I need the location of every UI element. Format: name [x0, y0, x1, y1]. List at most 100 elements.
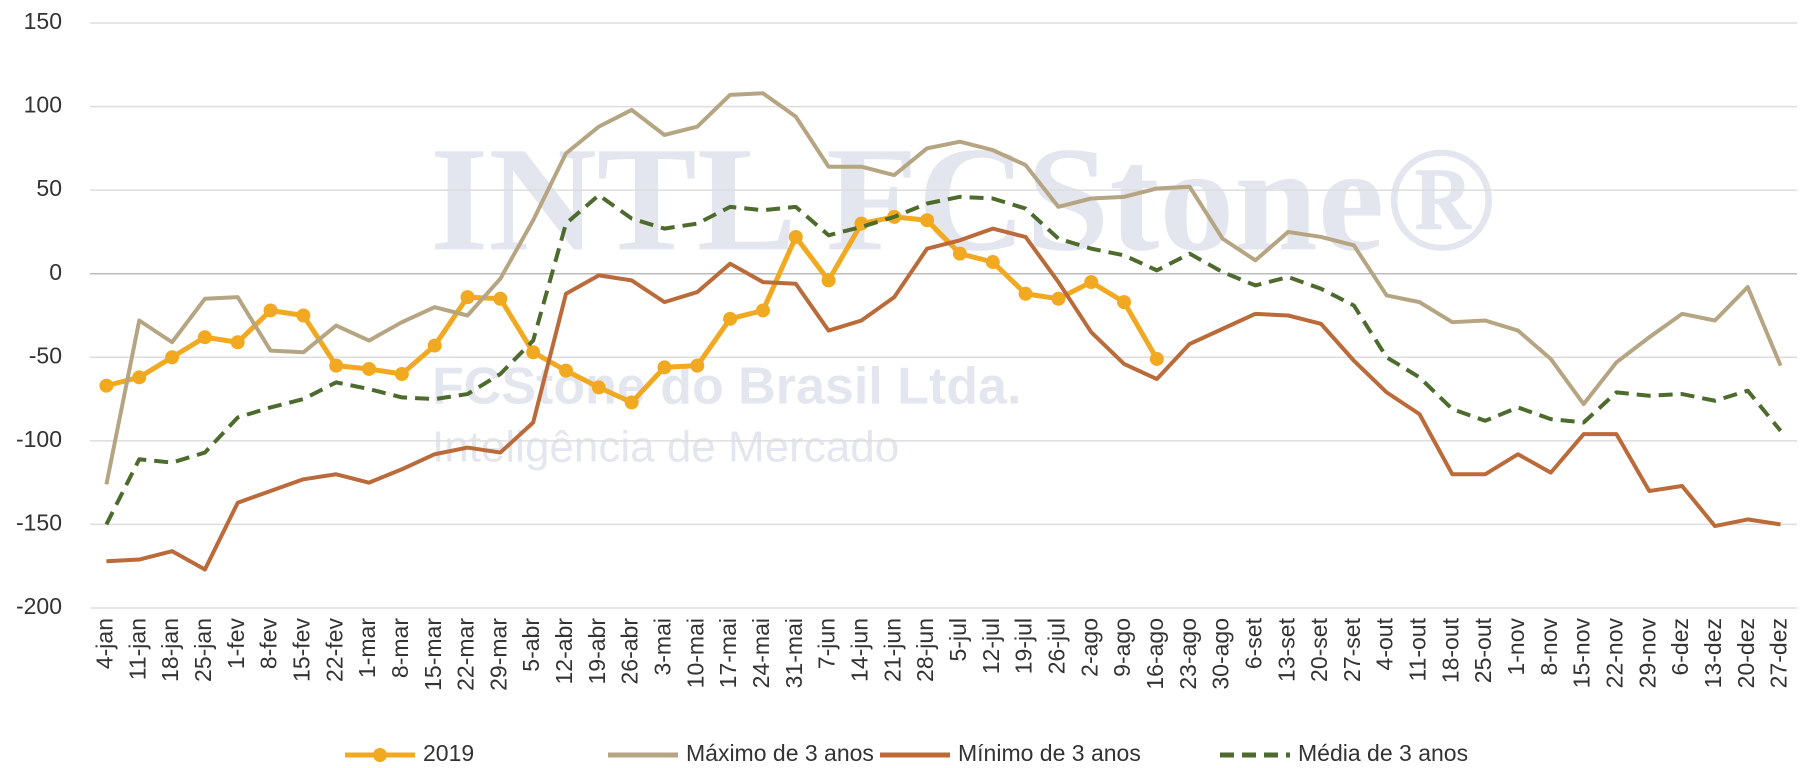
x-tick-label: 8-fev	[256, 618, 282, 670]
marker	[723, 311, 738, 326]
x-tick-label: 20-dez	[1733, 618, 1759, 688]
x-tick-label: 11-jan	[124, 618, 150, 680]
x-tick-label: 27-dez	[1766, 618, 1792, 688]
x-tick-label: 8-nov	[1536, 618, 1562, 676]
x-tick-label: 4-out	[1372, 617, 1398, 670]
x-tick-label: 29-nov	[1634, 618, 1660, 689]
x-tick-label: 26-jul	[1043, 618, 1069, 674]
marker	[362, 361, 377, 376]
x-tick-label: 13-set	[1273, 617, 1299, 682]
legend-label: Máximo de 3 anos	[686, 740, 874, 766]
x-tick-label: 9-ago	[1109, 618, 1135, 677]
marker	[329, 358, 344, 373]
series-line	[104, 91, 1783, 485]
marker	[788, 229, 803, 244]
marker	[1018, 286, 1033, 301]
marker	[1117, 295, 1132, 310]
y-tick-label: -200	[16, 593, 62, 619]
x-tick-label: 15-mar	[420, 618, 446, 691]
watermark-tagline: Inteligência de Mercado	[432, 423, 899, 472]
watermark: INTL FCStone® FCStone do Brasil Ltda. In…	[430, 116, 1496, 471]
marker	[263, 303, 278, 318]
marker	[657, 360, 672, 375]
x-tick-label: 10-mai	[682, 618, 708, 688]
x-tick-label: 3-mai	[650, 618, 676, 676]
y-tick-label: -100	[16, 426, 62, 452]
x-tick-label: 22-fev	[321, 618, 347, 682]
x-tick-label: 12-jul	[978, 618, 1004, 674]
x-tick-label: 6-set	[1240, 617, 1266, 669]
x-tick-label: 1-nov	[1503, 618, 1529, 676]
legend-label: Mínimo de 3 anos	[958, 740, 1141, 766]
marker	[526, 345, 541, 360]
x-tick-label: 16-ago	[1142, 618, 1168, 690]
series-line	[104, 193, 1783, 526]
x-tick-label: 31-mai	[781, 618, 807, 688]
y-tick-label: -150	[16, 510, 62, 536]
marker	[985, 255, 1000, 270]
x-tick-label: 8-mar	[387, 618, 413, 678]
marker	[690, 358, 705, 373]
marker	[952, 246, 967, 261]
x-tick-label: 25-jan	[190, 618, 216, 682]
x-tick-label: 14-jun	[847, 618, 873, 682]
legend-marker	[373, 748, 387, 762]
x-tick-label: 30-ago	[1208, 618, 1234, 690]
y-tick-label: 100	[24, 92, 62, 118]
y-tick-label: 150	[24, 8, 62, 34]
x-tick-label: 22-mar	[453, 618, 479, 691]
marker	[1084, 275, 1099, 290]
y-tick-label: 0	[49, 259, 62, 285]
legend-label: Média de 3 anos	[1298, 740, 1468, 766]
watermark-company: FCStone do Brasil Ltda.	[432, 358, 1021, 416]
x-tick-label: 6-dez	[1667, 618, 1693, 676]
x-tick-label: 28-jun	[912, 618, 938, 682]
marker	[821, 273, 836, 288]
marker	[197, 330, 212, 345]
marker	[230, 335, 245, 350]
marker	[558, 363, 573, 378]
x-tick-label: 13-dez	[1700, 618, 1726, 688]
marker	[755, 303, 770, 318]
marker	[132, 370, 147, 385]
x-tick-label: 22-nov	[1602, 618, 1628, 689]
x-tick-label: 11-out	[1405, 617, 1431, 681]
x-tick-label: 12-abr	[551, 618, 577, 685]
x-tick-label: 18-jan	[157, 618, 183, 682]
x-tick-label: 20-set	[1306, 617, 1332, 682]
x-tick-label: 2-ago	[1076, 618, 1102, 677]
x-tick-label: 17-mai	[715, 618, 741, 688]
x-tick-label: 18-out	[1437, 617, 1463, 683]
x-tick-label: 19-jul	[1011, 618, 1037, 674]
y-tick-label: 50	[36, 175, 62, 201]
marker	[460, 290, 475, 305]
marker	[493, 291, 508, 306]
x-tick-label: 1-mar	[354, 618, 380, 678]
y-tick-label: -50	[29, 342, 62, 368]
marker	[427, 338, 442, 353]
marker	[99, 378, 114, 393]
x-tick-label: 21-jun	[879, 618, 905, 682]
marker	[1051, 291, 1066, 306]
marker	[296, 308, 311, 323]
x-tick-label: 27-set	[1339, 617, 1365, 682]
marker	[591, 380, 606, 395]
x-tick-label: 4-jan	[91, 618, 117, 669]
marker	[920, 213, 935, 228]
x-tick-label: 23-ago	[1175, 618, 1201, 690]
x-tick-label: 1-fev	[223, 618, 249, 670]
marker	[624, 395, 639, 410]
x-tick-label: 25-out	[1470, 617, 1496, 683]
marker	[1149, 351, 1164, 366]
series-line	[106, 226, 1781, 572]
legend-label: 2019	[423, 740, 474, 766]
x-tick-label: 29-mar	[485, 618, 511, 691]
x-tick-label: 24-mai	[748, 618, 774, 688]
x-tick-label: 15-fev	[288, 618, 314, 682]
marker	[394, 367, 409, 381]
marker	[165, 350, 180, 365]
x-tick-label: 5-jul	[945, 618, 971, 661]
x-tick-label: 19-abr	[584, 618, 610, 685]
x-tick-label: 7-jun	[814, 618, 840, 669]
